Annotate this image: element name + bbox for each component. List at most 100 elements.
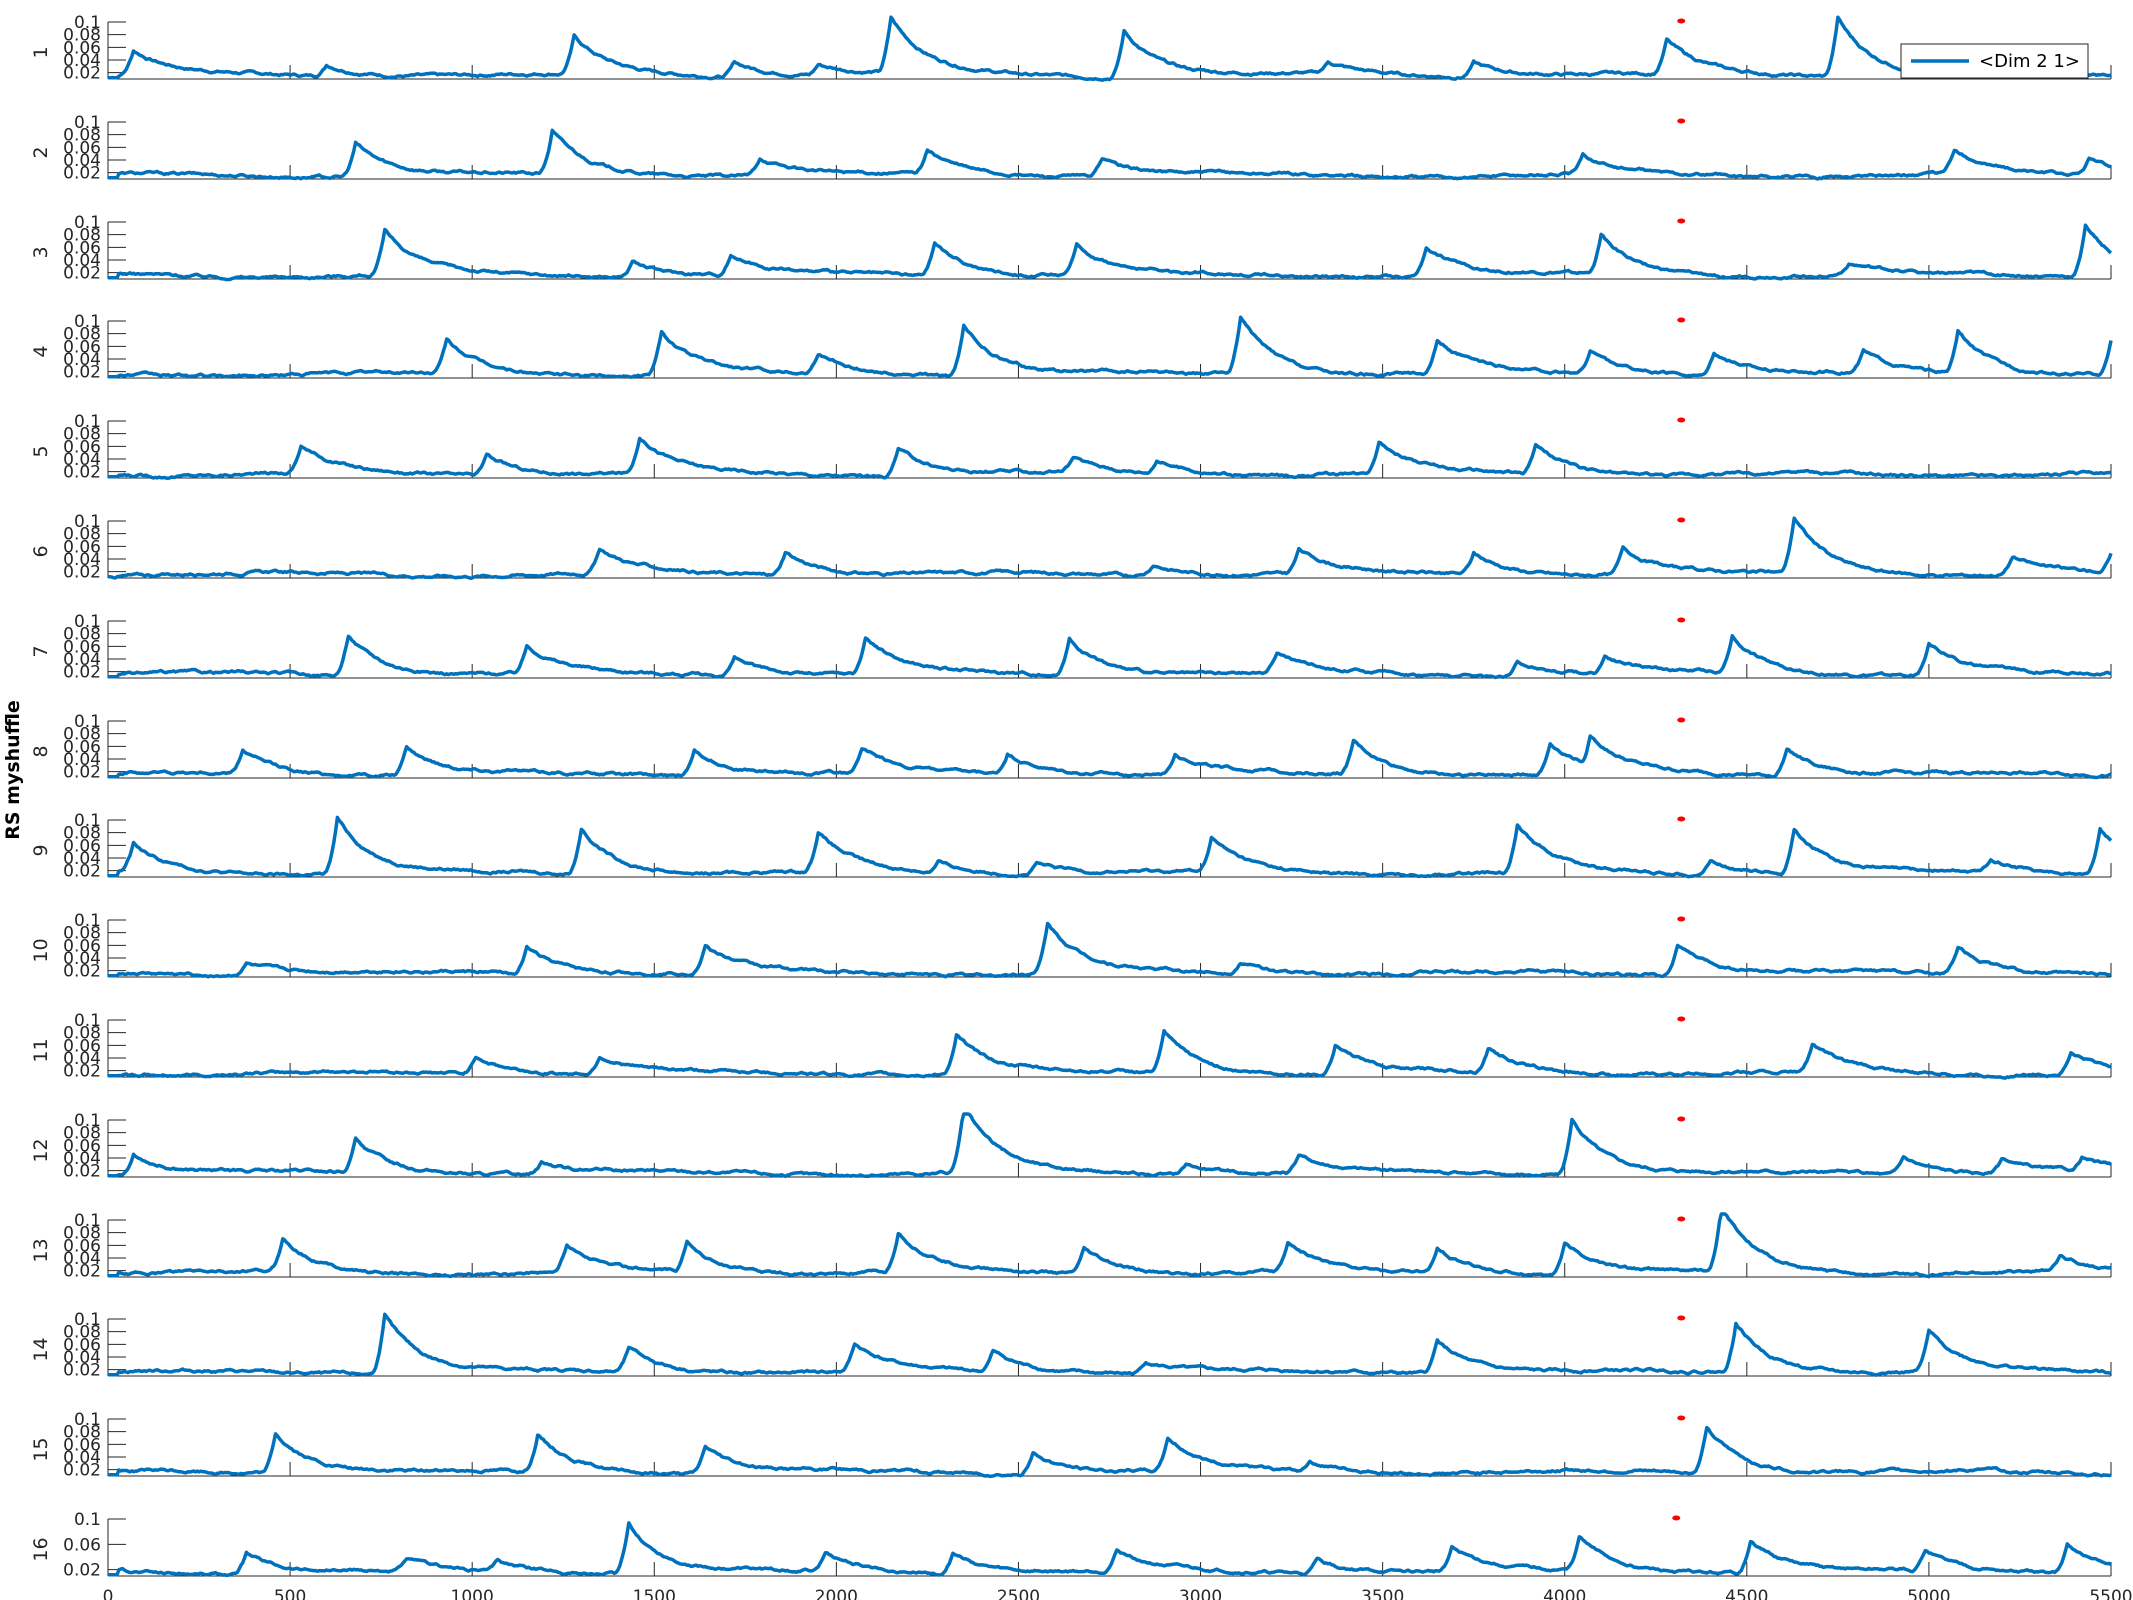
series-line — [108, 15, 2112, 82]
x-tick-label: 2000 — [815, 1587, 858, 1600]
panel-y-tick-label: 0.04 — [63, 949, 101, 969]
panel-y-tick-label: 0.02 — [63, 563, 101, 583]
event-marker — [1677, 417, 1686, 423]
series-line — [108, 315, 2113, 379]
panel-y-tick-label: 0.06 — [63, 537, 101, 557]
panel-label: 4 — [30, 345, 52, 357]
panel-label: 7 — [30, 645, 52, 657]
panel-15: 0.020.040.060.080.1 15 — [30, 1410, 2112, 1481]
panel-y-tick-label: 0.04 — [63, 1149, 101, 1169]
panel-10: 0.020.040.060.080.1 10 — [30, 911, 2112, 982]
series-line — [108, 921, 2112, 979]
panel-y-tick-label: 0.1 — [74, 1111, 101, 1131]
panel-y-tick-label: 0.08 — [63, 425, 101, 445]
series-line — [108, 1312, 2112, 1377]
series-line — [108, 436, 2112, 481]
panel-y-tick-label: 0.04 — [63, 550, 101, 570]
panel-label: 1 — [30, 46, 52, 58]
panel-y-tick-label: 0.02 — [63, 363, 101, 383]
event-marker — [1677, 517, 1686, 523]
series-line — [108, 1425, 2112, 1479]
panel-16: 0.02 0.06 0.1 16 — [30, 1510, 2112, 1581]
panel-6: 0.020.040.060.080.1 6 — [30, 512, 2113, 583]
panel-9: 0.020.040.060.080.1 9 — [30, 811, 2113, 882]
panel-y-tick-label: 0.06 — [63, 437, 101, 457]
panel-y-tick-label: 0.02 — [63, 264, 101, 284]
x-tick-label: 5500 — [2089, 1587, 2132, 1600]
panel-y-tick-label: 0.06 — [63, 38, 101, 58]
x-tick-label: 0 — [103, 1587, 114, 1600]
series-line — [108, 1028, 2111, 1080]
x-tick-label: 3500 — [1361, 1587, 1404, 1600]
x-tick-label: 4000 — [1543, 1587, 1586, 1600]
x-tick-label: 4500 — [1725, 1587, 1768, 1600]
legend-entry-label: <Dim 2 1> — [1979, 51, 2080, 72]
panel-y-tick-label: 0.1 — [74, 712, 101, 732]
event-marker — [1677, 617, 1686, 623]
x-tick-label: 2500 — [997, 1587, 1040, 1600]
panel-label: 3 — [30, 246, 52, 258]
event-marker — [1677, 118, 1686, 124]
event-marker — [1672, 1515, 1681, 1521]
event-marker — [1677, 1315, 1686, 1321]
x-tick-label: 5000 — [1907, 1587, 1950, 1600]
panel-8: 0.020.040.060.080.1 8 — [30, 712, 2112, 783]
panel-y-tick-label: 0.08 — [63, 1423, 101, 1443]
panel-y-tick-label: 0.08 — [63, 1224, 101, 1244]
series-line — [108, 516, 2113, 580]
panel-y-tick-label: 0.08 — [63, 1323, 101, 1343]
event-marker — [1677, 18, 1686, 24]
panel-14: 0.020.040.060.080.1 14 — [30, 1310, 2112, 1381]
panel-y-tick-label: 0.1 — [74, 612, 101, 632]
panel-label: 9 — [30, 844, 52, 856]
panel-11: 0.020.040.060.080.1 11 — [30, 1011, 2112, 1082]
panel-y-tick-label: 0.06 — [63, 936, 101, 956]
panel-y-tick-label: 0.06 — [63, 337, 101, 357]
panel-y-tick-label: 0.02 — [63, 1461, 101, 1481]
panel-y-tick-label: 0.02 — [63, 64, 101, 84]
panel-y-tick-label: 0.02 — [63, 1262, 101, 1282]
series-line — [108, 128, 2112, 181]
x-tick-label: 500 — [274, 1587, 306, 1600]
panel-y-tick-label: 0.02 — [63, 1162, 101, 1182]
panel-y-tick-label: 0.1 — [74, 213, 101, 233]
panel-1: 0.020.040.060.080.1 1 — [30, 13, 2112, 84]
panel-label: 8 — [30, 745, 52, 757]
panel-y-tick-label: 0.06 — [63, 1435, 101, 1455]
legend[interactable]: <Dim 2 1> — [1900, 43, 2089, 79]
event-marker — [1677, 916, 1686, 922]
series-line — [108, 734, 2112, 780]
event-marker — [1677, 1216, 1686, 1222]
panel-y-tick-label: 0.1 — [74, 13, 101, 33]
event-marker — [1677, 317, 1686, 323]
panel-label: 12 — [30, 1138, 52, 1162]
event-marker — [1677, 717, 1686, 723]
panel-y-tick-label: 0.04 — [63, 650, 101, 670]
panel-y-tick-label: 0.04 — [63, 1348, 101, 1368]
panel-y-tick-label: 0.04 — [63, 251, 101, 271]
panel-y-tick-label: 0.06 — [63, 836, 101, 856]
panel-y-tick-label: 0.08 — [63, 1124, 101, 1144]
panel-y-tick-label: 0.02 — [63, 164, 101, 184]
series-line — [108, 223, 2113, 282]
panels-group: 0.020.040.060.080.110.020.040.060.080.12… — [30, 13, 2113, 1581]
panel-y-tick-label: 0.06 — [63, 238, 101, 258]
panel-y-tick-label: 0.02 — [63, 763, 101, 783]
event-marker — [1677, 1116, 1686, 1122]
panel-y-tick-label: 0.02 — [63, 463, 101, 483]
panel-y-tick-label: 0.1 — [74, 1510, 101, 1530]
panel-label: 6 — [30, 545, 52, 557]
panel-y-tick-label: 0.1 — [74, 911, 101, 931]
panel-y-tick-label: 0.04 — [63, 849, 101, 869]
series-line — [108, 1112, 2113, 1179]
panel-y-tick-label: 0.1 — [74, 312, 101, 332]
panel-label: 10 — [30, 938, 52, 962]
series-line — [108, 1521, 2112, 1578]
panel-y-tick-label: 0.04 — [63, 1049, 101, 1069]
panel-y-tick-label: 0.06 — [63, 1236, 101, 1256]
panel-label: 5 — [30, 445, 52, 457]
panel-4: 0.020.040.060.080.1 4 — [30, 312, 2113, 383]
series-line — [108, 634, 2112, 680]
panel-y-tick-label: 0.06 — [63, 138, 101, 158]
